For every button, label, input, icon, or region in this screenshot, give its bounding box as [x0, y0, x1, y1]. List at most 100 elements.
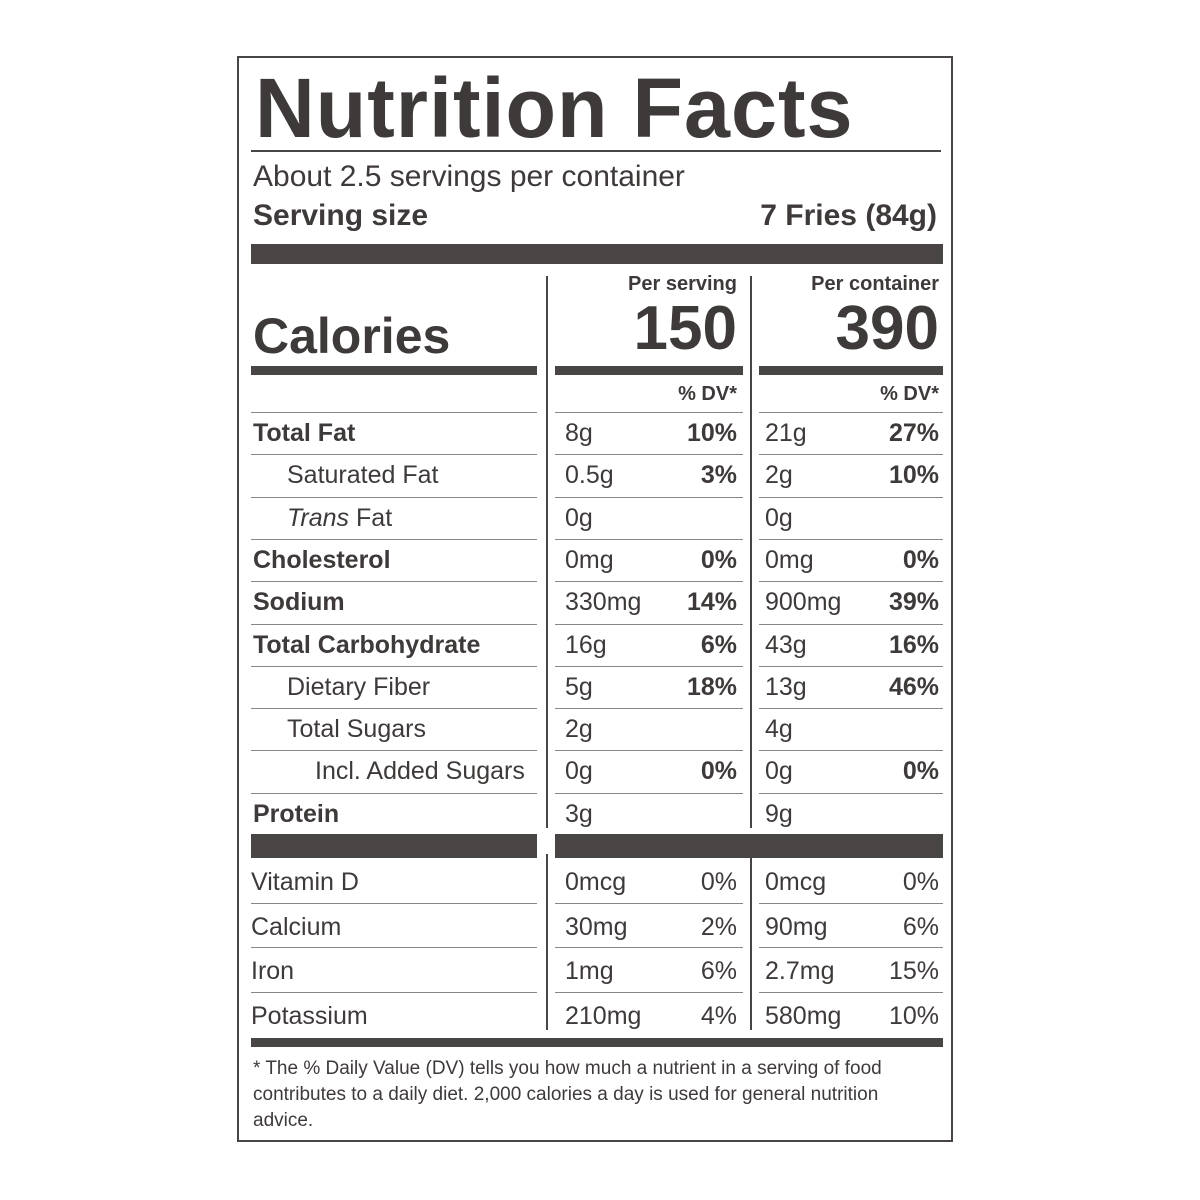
row-divider [555, 792, 743, 794]
row-divider [759, 665, 943, 667]
container-dv: 6% [902, 912, 939, 941]
row-divider [251, 538, 537, 540]
row-divider [555, 454, 743, 456]
calories-divider-right [759, 366, 943, 375]
nutrient-name-text: Incl. Added Sugars [315, 757, 525, 786]
serving-dv: 18% [686, 672, 737, 701]
column-divider-left-vitamins [546, 854, 548, 1030]
container-dv: 15% [888, 957, 939, 985]
serving-amount: 16g [565, 630, 607, 659]
column-divider-right [750, 276, 752, 828]
nutrient-name-text: Total Sugars [287, 715, 426, 744]
row-divider [759, 412, 943, 413]
serving-size-label: Serving size [253, 199, 429, 232]
vitamin-name: Calcium [251, 912, 342, 941]
serving-dv: 6% [700, 630, 737, 659]
thick-divider-top [251, 244, 943, 264]
row-divider [251, 665, 537, 667]
row-divider [555, 538, 743, 540]
row-divider [251, 412, 537, 413]
row-divider [759, 750, 943, 752]
calories-per-serving: 150 [633, 294, 737, 363]
row-divider [555, 991, 743, 993]
row-divider [251, 792, 537, 794]
calories-divider-left [251, 366, 537, 375]
row-divider [555, 623, 743, 625]
serving-amount: 5g [565, 672, 593, 701]
serving-dv: 10% [686, 419, 737, 447]
serving-dv: 0% [700, 757, 737, 786]
serving-amount: 1mg [565, 957, 614, 985]
row-divider [555, 665, 743, 667]
container-amount: 900mg [765, 588, 842, 617]
row-divider [759, 496, 943, 498]
serving-dv: 0% [700, 545, 737, 574]
per-serving-header: Per serving [628, 273, 737, 295]
serving-dv: 3% [700, 461, 737, 490]
container-amount: 13g [765, 672, 807, 701]
container-dv: 10% [888, 461, 939, 490]
label-title: Nutrition Facts [255, 61, 854, 155]
serving-amount: 210mg [565, 1001, 642, 1030]
vitamins-divider-right [555, 834, 943, 858]
container-amount: 90mg [765, 912, 828, 941]
container-dv: 0% [902, 868, 939, 896]
footnote: * The % Daily Value (DV) tells you how m… [253, 1058, 882, 1131]
container-amount: 0g [765, 757, 793, 786]
vitamin-name: Potassium [251, 1001, 368, 1030]
row-divider [759, 623, 943, 625]
serving-amount: 8g [565, 419, 593, 447]
nutrient-name: Total Carbohydrate [253, 630, 480, 660]
nutrient-name: Total Sugars [287, 714, 426, 744]
container-dv: 10% [888, 1001, 939, 1030]
row-divider [759, 454, 943, 456]
container-amount: 43g [765, 630, 807, 659]
row-divider [555, 581, 743, 583]
container-dv: 16% [888, 630, 939, 659]
container-amount: 21g [765, 419, 807, 447]
vitamin-name: Vitamin D [251, 868, 359, 896]
container-dv: 0% [902, 545, 939, 574]
nutrient-name: Total Fat [253, 418, 355, 448]
vitamin-name: Iron [251, 957, 295, 985]
serving-dv: 14% [686, 588, 737, 617]
container-dv: 0% [902, 757, 939, 786]
column-divider-right-vitamins [750, 854, 752, 1030]
row-divider [251, 581, 537, 583]
column-divider-left [546, 276, 548, 828]
nutrient-name: Dietary Fiber [287, 672, 430, 702]
serving-amount: 2g [565, 715, 593, 744]
thick-divider-bottom [251, 1038, 943, 1047]
container-amount: 2g [765, 461, 793, 490]
serving-dv: 0% [700, 868, 737, 896]
nutrient-name-text: Protein [253, 799, 340, 828]
nutrient-name: Incl. Added Sugars [315, 756, 525, 786]
calories-divider-mid [555, 366, 743, 375]
row-divider [555, 947, 743, 948]
serving-amount: 0g [565, 757, 593, 786]
nutrient-name-text: Sodium [253, 588, 345, 617]
nutrient-name-text: Fat [356, 503, 393, 532]
serving-amount: 0mcg [565, 868, 627, 896]
serving-dv: 4% [700, 1001, 737, 1030]
nutrient-name: Sodium [253, 587, 345, 617]
serving-amount: 0.5g [565, 461, 614, 490]
nutrient-name-text: Total Carbohydrate [253, 630, 481, 659]
container-amount: 2.7mg [765, 957, 835, 985]
dv-header-container: % DV* [880, 383, 939, 405]
container-dv: 39% [888, 588, 939, 617]
row-divider [759, 581, 943, 583]
serving-amount: 330mg [565, 588, 642, 617]
nutrition-facts-label: Nutrition Facts About 2.5 servings per c… [237, 56, 953, 1142]
nutrient-name-text: Saturated Fat [287, 461, 439, 490]
dv-header-serving: % DV* [678, 383, 737, 405]
serving-amount: 0g [565, 503, 593, 532]
nutrient-name: Trans Fat [287, 503, 392, 533]
serving-dv: 6% [700, 957, 737, 985]
row-divider [759, 902, 943, 904]
container-amount: 0mg [765, 545, 814, 574]
nutrient-name: Saturated Fat [287, 460, 438, 490]
container-amount: 9g [765, 799, 793, 828]
row-divider [251, 454, 537, 456]
container-amount: 0g [765, 503, 793, 532]
